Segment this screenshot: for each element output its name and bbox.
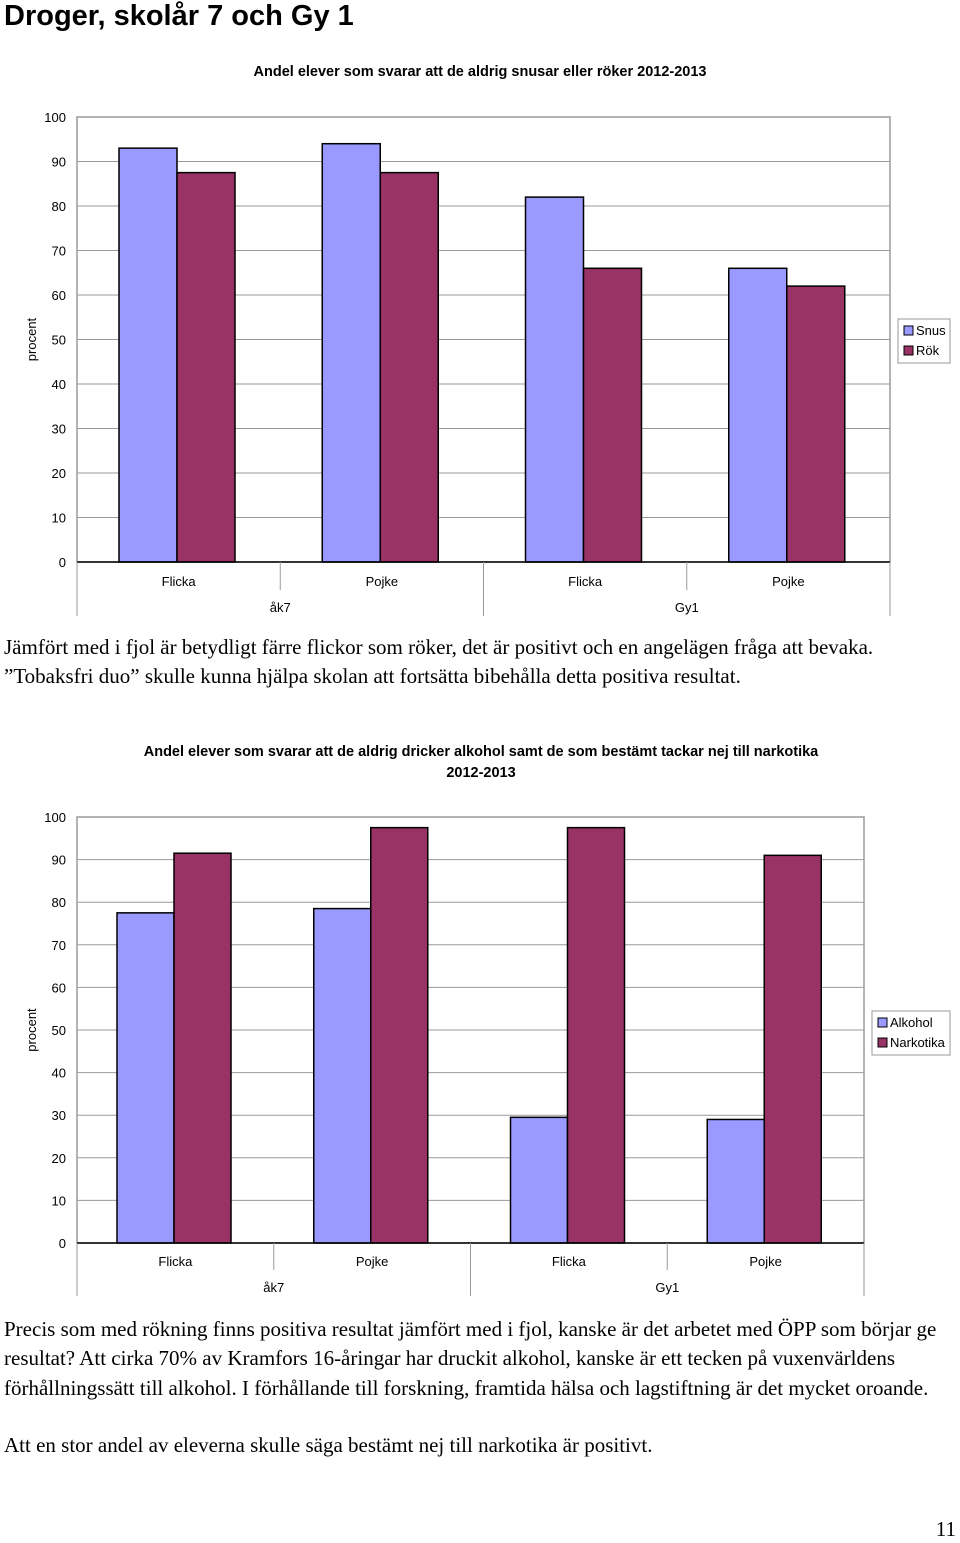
chart2-bar-alkohol [116, 912, 175, 1244]
chart2-y-tick-label: 0 [59, 1236, 66, 1251]
chart1-y-tick-label: 100 [44, 110, 66, 125]
chart2-title-line: 2012-2013 [446, 765, 515, 781]
chart1-bar-rök [176, 171, 236, 563]
chart1-y-tick-label: 30 [52, 422, 66, 437]
chart2-y-tick-label: 100 [44, 810, 66, 825]
chart1-x-group-label: åk7 [270, 600, 291, 615]
chart1-x-group-label: Gy1 [675, 600, 699, 615]
chart2-bar-narkotika [763, 854, 822, 1244]
chart2-legend-swatch-narkotika [877, 1037, 888, 1048]
chart2-y-tick-label: 10 [52, 1193, 66, 1208]
chart2-y-tick-label: 50 [52, 1023, 66, 1038]
page-number: 11 [935, 1517, 956, 1541]
chart1-y-tick-label: 70 [52, 244, 66, 259]
chart1-y-tick-label: 90 [52, 155, 66, 170]
smoking-commentary-paragraph: Jämfört med i fjol är betydligt färre fl… [4, 635, 874, 689]
chart2-y-tick-label: 80 [52, 895, 66, 910]
chart2-x-group-label: åk7 [263, 1280, 284, 1295]
alcohol-commentary-paragraph: Precis som med rökning finns positiva re… [4, 1317, 937, 1400]
chart2-legend-swatch-alkohol [877, 1017, 888, 1028]
chart1-bar-snus [118, 147, 178, 563]
chart1-bar-rök [582, 267, 643, 563]
chart1-y-tick-label: 60 [52, 288, 66, 303]
chart1-x-category-label: Pojke [772, 574, 805, 589]
chart1-y-tick-label: 80 [52, 199, 66, 214]
chart2-bar-narkotika [173, 852, 232, 1244]
chart1-bar-rök [786, 285, 846, 563]
chart2-y-tick-label: 40 [52, 1066, 66, 1081]
chart2-y-tick-label: 30 [52, 1108, 66, 1123]
chart2-y-tick-label: 20 [52, 1151, 66, 1166]
chart1-y-tick-label: 0 [59, 555, 66, 570]
chart2-bar-alkohol [706, 1118, 765, 1244]
chart1-legend-label: Snus [916, 323, 946, 338]
chart2-bar-narkotika [566, 826, 626, 1244]
chart2-legend-label: Narkotika [890, 1035, 946, 1050]
chart1-legend-label: Rök [916, 343, 940, 358]
alcohol-narcotics-chart: Andel elever som svarar att de aldrig dr… [24, 744, 951, 1296]
page-title: Droger, skolår 7 och Gy 1 [4, 0, 354, 32]
chart2-bar-narkotika [370, 826, 429, 1244]
chart1-y-tick-label: 10 [52, 511, 66, 526]
chart2-title-line: Andel elever som svarar att de aldrig dr… [144, 744, 819, 760]
chart2-bar-alkohol [313, 907, 372, 1244]
chart1-legend-swatch-snus [903, 325, 914, 336]
chart2-y-tick-label: 60 [52, 980, 66, 995]
chart2-y-tick-label: 90 [52, 853, 66, 868]
chart2-y-tick-label: 70 [52, 938, 66, 953]
chart1-x-category-label: Flicka [162, 574, 197, 589]
chart2-bar-alkohol [509, 1116, 569, 1244]
chart1-bar-snus [728, 267, 788, 563]
chart2-x-category-label: Flicka [552, 1254, 587, 1269]
chart2-x-category-label: Pojke [356, 1254, 389, 1269]
chart1-bar-snus [321, 142, 381, 563]
chart1-x-category-label: Flicka [568, 574, 603, 589]
chart2-x-category-label: Pojke [749, 1254, 782, 1269]
chart2-legend-label: Alkohol [890, 1015, 933, 1030]
chart1-bar-snus [524, 196, 585, 563]
chart2-x-group-label: Gy1 [655, 1280, 679, 1295]
chart1-title-line: Andel elever som svarar att de aldrig sn… [254, 64, 707, 80]
chart1-x-category-label: Pojke [366, 574, 399, 589]
chart1-legend-swatch-rök [903, 345, 914, 356]
chart1-bar-rök [379, 171, 439, 563]
narcotics-commentary-paragraph: Att en stor andel av eleverna skulle säg… [4, 1433, 653, 1457]
chart2-x-category-label: Flicka [158, 1254, 193, 1269]
chart1-y-tick-label: 20 [52, 466, 66, 481]
chart2-y-axis-title: procent [24, 1008, 39, 1052]
chart1-y-tick-label: 40 [52, 377, 66, 392]
chart1-y-tick-label: 50 [52, 333, 66, 348]
never-smoke-snus-chart: Andel elever som svarar att de aldrig sn… [24, 64, 951, 616]
chart1-y-axis-title: procent [24, 317, 39, 361]
